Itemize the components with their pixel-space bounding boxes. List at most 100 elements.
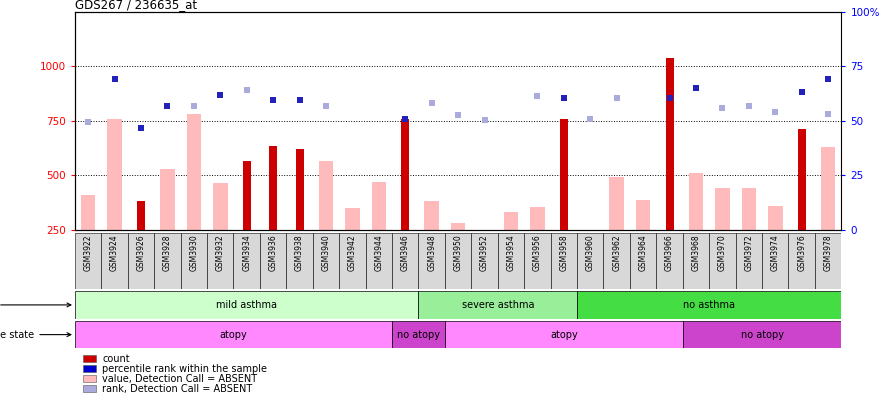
Bar: [551, 232, 577, 289]
Bar: [313, 232, 339, 289]
Text: GSM3976: GSM3976: [797, 234, 806, 271]
Text: atopy: atopy: [219, 329, 248, 340]
Bar: [75, 291, 418, 319]
Bar: [83, 365, 96, 372]
Text: GSM3926: GSM3926: [137, 234, 145, 271]
Bar: [392, 232, 418, 289]
Text: GSM3948: GSM3948: [427, 234, 436, 271]
Bar: [154, 232, 181, 289]
Text: GSM3936: GSM3936: [269, 234, 278, 271]
Text: GSM3922: GSM3922: [84, 234, 93, 271]
Bar: [762, 232, 788, 289]
Bar: [207, 232, 233, 289]
Bar: [798, 129, 806, 230]
Bar: [128, 232, 154, 289]
Bar: [715, 188, 729, 230]
Text: GSM3964: GSM3964: [639, 234, 648, 271]
Text: atopy: atopy: [550, 329, 578, 340]
Bar: [610, 177, 624, 230]
Bar: [742, 188, 756, 230]
Bar: [577, 232, 603, 289]
Bar: [75, 232, 101, 289]
Bar: [295, 149, 303, 230]
Bar: [339, 232, 366, 289]
Text: GSM3932: GSM3932: [216, 234, 225, 271]
Text: GDS267 / 236635_at: GDS267 / 236635_at: [75, 0, 197, 11]
Bar: [213, 183, 227, 230]
Text: GSM3924: GSM3924: [110, 234, 119, 271]
Bar: [636, 200, 650, 230]
Bar: [107, 118, 122, 230]
Bar: [471, 232, 498, 289]
Bar: [137, 201, 144, 230]
Bar: [683, 321, 841, 348]
Text: mild asthma: mild asthma: [216, 300, 278, 310]
Bar: [788, 232, 815, 289]
Text: rank, Detection Call = ABSENT: rank, Detection Call = ABSENT: [102, 384, 253, 394]
Bar: [709, 232, 736, 289]
Text: GSM3940: GSM3940: [322, 234, 330, 271]
Bar: [425, 201, 439, 230]
Text: GSM3962: GSM3962: [612, 234, 621, 271]
Text: GSM3958: GSM3958: [559, 234, 568, 271]
Bar: [260, 232, 286, 289]
Text: no atopy: no atopy: [397, 329, 440, 340]
Bar: [83, 375, 96, 383]
Bar: [689, 173, 703, 230]
Text: GSM3968: GSM3968: [692, 234, 700, 271]
Bar: [666, 57, 673, 230]
Bar: [583, 230, 597, 248]
Bar: [160, 169, 174, 230]
Bar: [345, 208, 359, 230]
Bar: [445, 321, 683, 348]
Text: percentile rank within the sample: percentile rank within the sample: [102, 364, 268, 374]
Bar: [366, 232, 392, 289]
Text: count: count: [102, 354, 130, 364]
Bar: [603, 232, 630, 289]
Bar: [75, 321, 392, 348]
Text: GSM3928: GSM3928: [163, 234, 172, 271]
Text: no atopy: no atopy: [741, 329, 783, 340]
Text: GSM3946: GSM3946: [401, 234, 410, 271]
Bar: [656, 232, 683, 289]
Bar: [815, 232, 841, 289]
Bar: [418, 291, 577, 319]
Text: GSM3966: GSM3966: [665, 234, 674, 271]
Bar: [418, 232, 445, 289]
Text: other: other: [0, 300, 70, 310]
Bar: [504, 212, 518, 230]
Bar: [524, 232, 551, 289]
Bar: [83, 355, 96, 362]
Bar: [481, 230, 488, 238]
Bar: [187, 114, 201, 230]
Text: GSM3950: GSM3950: [454, 234, 463, 271]
Text: GSM3970: GSM3970: [718, 234, 727, 271]
Bar: [269, 146, 277, 230]
Text: disease state: disease state: [0, 329, 70, 340]
Text: severe asthma: severe asthma: [462, 300, 534, 310]
Bar: [560, 118, 567, 230]
Bar: [101, 232, 128, 289]
Bar: [392, 321, 445, 348]
Text: GSM3944: GSM3944: [374, 234, 383, 271]
Text: value, Detection Call = ABSENT: value, Detection Call = ABSENT: [102, 374, 257, 384]
Bar: [498, 232, 524, 289]
Text: GSM3934: GSM3934: [242, 234, 251, 271]
Bar: [372, 182, 386, 230]
Text: GSM3960: GSM3960: [586, 234, 595, 271]
Text: GSM3954: GSM3954: [507, 234, 515, 271]
Bar: [81, 195, 95, 230]
Text: GSM3938: GSM3938: [295, 234, 304, 271]
Bar: [577, 291, 841, 319]
Bar: [530, 207, 544, 230]
Bar: [319, 161, 333, 230]
Text: GSM3930: GSM3930: [189, 234, 198, 271]
Bar: [181, 232, 207, 289]
Bar: [768, 206, 782, 230]
Bar: [233, 232, 260, 289]
Text: GSM3978: GSM3978: [824, 234, 833, 271]
Text: GSM3974: GSM3974: [771, 234, 780, 271]
Bar: [243, 161, 251, 230]
Bar: [402, 118, 409, 230]
Text: GSM3942: GSM3942: [348, 234, 357, 271]
